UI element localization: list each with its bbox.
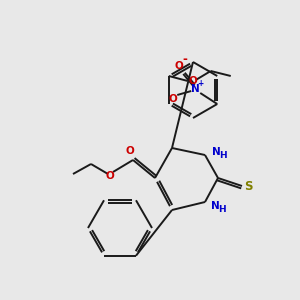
Text: O: O <box>188 76 197 86</box>
Text: O: O <box>106 171 114 181</box>
Text: O: O <box>126 146 134 156</box>
Text: H: H <box>218 206 226 214</box>
Text: S: S <box>244 179 252 193</box>
Text: N: N <box>212 147 221 157</box>
Text: O: O <box>175 61 184 71</box>
Text: +: + <box>197 79 203 88</box>
Text: -: - <box>183 53 188 67</box>
Text: O: O <box>169 94 178 104</box>
Text: N: N <box>191 84 200 94</box>
Text: N: N <box>211 201 220 211</box>
Text: H: H <box>219 152 226 160</box>
